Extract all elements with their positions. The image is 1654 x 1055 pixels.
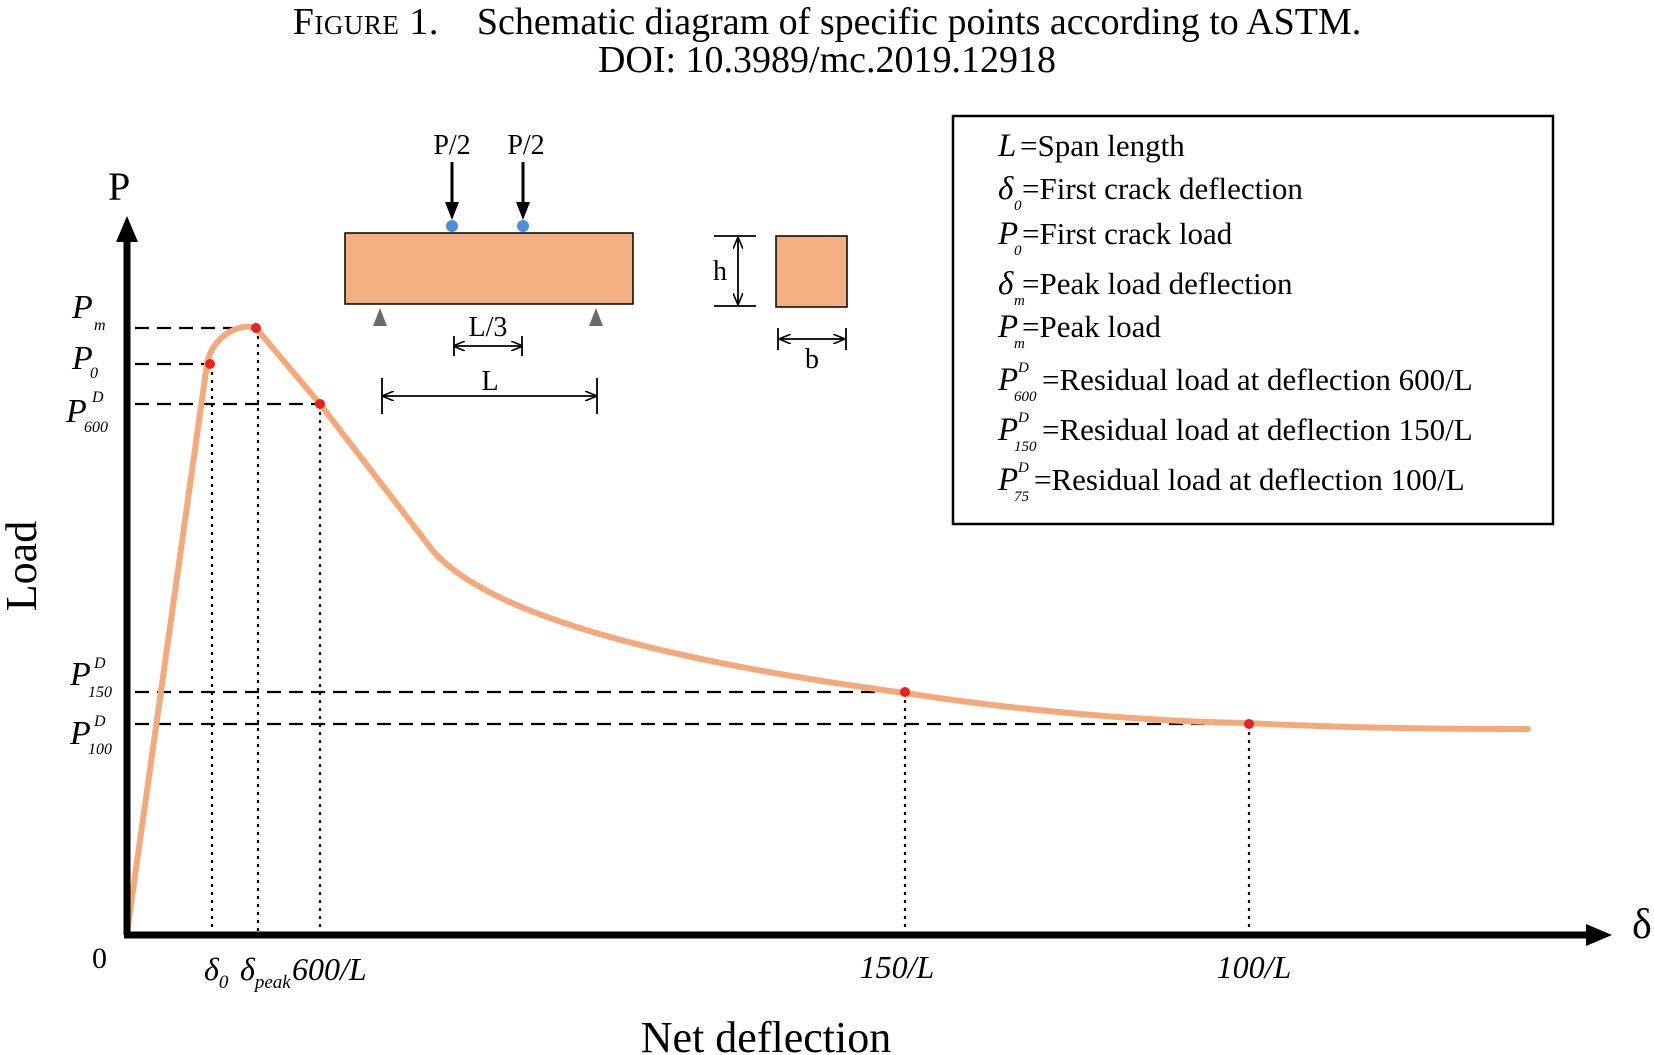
legend-description: =Residual load at deflection 100/L [1034, 462, 1465, 497]
legend-item: L =Span length [997, 128, 1185, 164]
x-tick-delta-peak: δpeak [240, 951, 291, 993]
y-tick-p0: P 0 [71, 340, 98, 382]
y-tick-p100: P D 100 [69, 713, 112, 758]
svg-text:D: D [1017, 360, 1029, 376]
y-tick-p600: P D 600 [65, 389, 108, 436]
marker-600 [315, 399, 325, 409]
marker-150 [900, 687, 910, 697]
y-axis-arrowhead [116, 216, 138, 242]
width-label: b [805, 344, 819, 375]
y-axis-symbol: P [108, 164, 130, 209]
y-axis-title: Load [0, 521, 46, 611]
x-tick-100: 100/L [1217, 949, 1292, 985]
x-axis-arrowhead [1586, 924, 1612, 946]
third-span-label: L/3 [469, 312, 508, 343]
svg-text:150: 150 [88, 684, 112, 701]
svg-text:100: 100 [88, 741, 112, 758]
legend-symbol: P [997, 412, 1018, 448]
legend-item: δ m=Peak load deflection [998, 266, 1293, 309]
height-label: h [713, 256, 727, 287]
legend-description: =Peak load [1022, 309, 1161, 344]
svg-text:150: 150 [1014, 439, 1037, 455]
svg-text:D: D [91, 389, 104, 406]
svg-text:m: m [1014, 293, 1025, 309]
y-tick-p150: P D 150 [69, 655, 112, 701]
figure-doi: DOI: 10.3989/mc.2019.12918 [597, 39, 1057, 81]
legend-symbol: P [997, 216, 1018, 252]
svg-text:0: 0 [90, 365, 98, 382]
x-tick-150: 150/L [860, 949, 935, 985]
legend-item: P0 =First crack load [997, 216, 1233, 259]
legend-item: P D 150 =Residual load at deflection 150/L [997, 410, 1473, 455]
support-right [589, 308, 603, 326]
legend-description: =Residual load at deflection 150/L [1042, 412, 1473, 447]
load-point-right [517, 220, 529, 232]
legend-item: P D 75 =Residual load at deflection 100/L [997, 460, 1465, 505]
x-tick-600: 600/L [292, 951, 367, 987]
load-arrowhead-right [516, 202, 530, 220]
legend-symbol: P [997, 309, 1018, 345]
legend-description: =Peak load deflection [1022, 266, 1293, 301]
svg-text:P: P [69, 656, 91, 693]
load-label-left: P/2 [433, 130, 470, 161]
svg-text:600: 600 [84, 419, 108, 436]
beam-specimen [344, 232, 634, 305]
svg-text:600: 600 [1014, 389, 1037, 405]
x-axis-symbol: δ [1632, 902, 1652, 948]
four-point-bending-setup: P/2 P/2 L/3 L h [344, 130, 848, 414]
x-tick-delta-0: δ0 [204, 951, 229, 993]
legend-description: =Residual load at deflection 600/L [1042, 362, 1473, 397]
load-label-right: P/2 [507, 130, 544, 161]
marker-first-crack [205, 359, 215, 369]
legend-description: =First crack load [1022, 216, 1233, 251]
legend-description: =Span length [1020, 128, 1185, 163]
legend-item: δ 0 =First crack deflection [998, 171, 1303, 214]
load-arrowhead-left [445, 202, 459, 220]
origin-label: 0 [92, 942, 107, 975]
svg-text:0: 0 [1014, 198, 1022, 214]
svg-text:D: D [1017, 410, 1029, 426]
figure-caption: Figure 1. Schematic diagram of specific … [0, 2, 1654, 42]
svg-text:75: 75 [1014, 489, 1030, 505]
svg-text:m: m [94, 317, 106, 334]
svg-text:P: P [65, 393, 87, 430]
span-label: L [481, 366, 498, 397]
legend-symbol: P [997, 462, 1018, 498]
y-tick-pm: P m [71, 289, 106, 334]
characteristic-points [205, 323, 1254, 729]
legend-symbol: L [997, 128, 1016, 164]
svg-text:D: D [93, 655, 106, 672]
legend-item: P D 600 =Residual load at deflection 600/L [997, 360, 1473, 405]
beam-cross-section [775, 235, 848, 308]
legend-symbol: δ [998, 171, 1014, 207]
legend-symbol: δ [998, 266, 1014, 302]
marker-100 [1244, 719, 1254, 729]
figure-number: Figure 1. [292, 1, 439, 43]
svg-text:0: 0 [1014, 243, 1022, 259]
legend-item: Pm=Peak load [997, 309, 1161, 352]
svg-text:D: D [1017, 460, 1029, 476]
svg-text:D: D [93, 713, 106, 730]
x-axis-title: Net deflection [641, 1013, 891, 1055]
svg-text:P: P [69, 715, 91, 752]
legend-symbol: P [997, 362, 1018, 398]
legend-box [951, 114, 1555, 526]
svg-text:P: P [71, 289, 93, 326]
svg-text:m: m [1014, 336, 1025, 352]
load-point-left [446, 220, 458, 232]
guide-lines [135, 326, 1251, 935]
figure-title: Schematic diagram of specific points acc… [476, 1, 1362, 43]
svg-text:P: P [71, 340, 93, 377]
legend-description: =First crack deflection [1022, 171, 1303, 206]
marker-peak [251, 323, 261, 333]
support-left [373, 308, 387, 326]
